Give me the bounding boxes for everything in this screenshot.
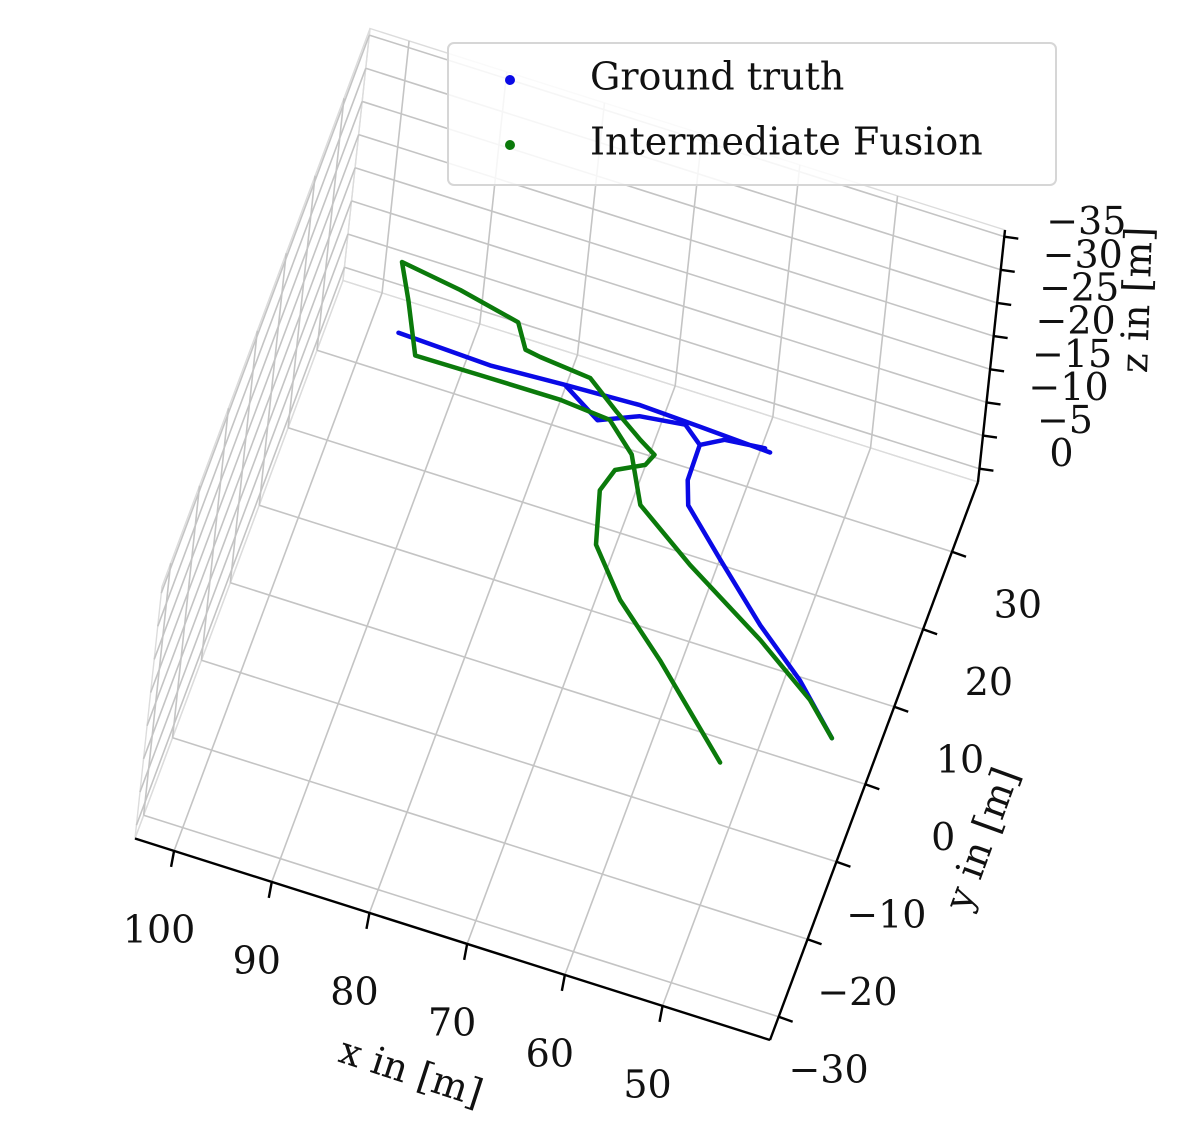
z-tick-label: 0 (1049, 431, 1073, 475)
tick-mark (979, 467, 994, 472)
grid-line (135, 266, 346, 826)
grid-line (316, 349, 953, 553)
tick-mark (993, 334, 1008, 340)
legend-label: Intermediate Fusion (590, 120, 983, 164)
grid-line (153, 101, 363, 660)
tick-mark (951, 550, 967, 558)
trajectory (399, 259, 835, 765)
grid-line (139, 233, 349, 793)
legend-box (447, 42, 1057, 186)
tick-mark (658, 1005, 664, 1023)
tick-mark (365, 912, 371, 930)
grid-line (172, 736, 808, 941)
grid-line (146, 167, 356, 727)
tick-mark (893, 705, 909, 713)
grid-line (230, 581, 866, 786)
tick-mark (986, 401, 1001, 406)
grid-line (271, 323, 481, 883)
tick-mark (778, 1015, 794, 1023)
grid-line (287, 426, 924, 631)
x-tick-label: 80 (330, 969, 378, 1013)
x-tick-label: 50 (623, 1062, 671, 1106)
axis-line (976, 229, 1007, 483)
legend: Ground truth Intermediate Fusion (447, 42, 1057, 186)
x-tick-label: 90 (233, 938, 281, 982)
z-tick-label: −15 (1032, 332, 1112, 376)
tick-mark (560, 974, 567, 992)
y-tick-label: 30 (994, 582, 1042, 626)
grid-line (142, 200, 353, 760)
grid-line (869, 195, 899, 448)
pane (134, 28, 371, 839)
grid-line (156, 68, 367, 627)
x-tick-label: 60 (526, 1031, 574, 1075)
tick-mark (1000, 268, 1015, 273)
grid-line (661, 447, 872, 1007)
trajectory (396, 330, 835, 741)
grid-line (772, 164, 801, 417)
y-tick-label: −20 (817, 970, 897, 1014)
tick-mark (169, 850, 176, 868)
x-tick-label: 100 (123, 907, 196, 951)
tick-mark (267, 881, 273, 899)
grid (135, 34, 1005, 1018)
legend-label: Ground truth (590, 55, 844, 99)
y-tick-label: 0 (931, 815, 955, 859)
y-tick-label: −30 (788, 1047, 868, 1091)
grid-line (354, 167, 991, 371)
z-tick-label: −5 (1037, 398, 1093, 442)
grid-line (466, 385, 676, 945)
grid-line (381, 40, 410, 293)
z-tick-label: −25 (1039, 265, 1119, 309)
grid-line (344, 266, 980, 470)
x-tick-label: 70 (428, 1000, 476, 1044)
y-tick-label: −10 (846, 892, 926, 936)
legend-marker (505, 75, 515, 85)
legend-marker (505, 140, 515, 150)
grid-line (143, 814, 779, 1018)
grid-line (351, 200, 987, 404)
tick-mark (1004, 235, 1019, 240)
grid-line (368, 354, 579, 914)
tick-mark (922, 628, 938, 636)
grid-line (149, 134, 360, 693)
grid-line (564, 416, 774, 976)
z-tick-label: −10 (1028, 365, 1108, 409)
grid-line (347, 233, 984, 437)
z-axis-label: z in [m] (1112, 226, 1161, 374)
tick-mark (462, 943, 469, 961)
grid-line (201, 659, 837, 863)
grid-line (160, 34, 371, 594)
data-lines (396, 259, 835, 765)
grid-line (173, 292, 383, 852)
axis-line (768, 481, 980, 1041)
tick-mark (989, 368, 1005, 373)
tick-mark (807, 938, 822, 946)
z-tick-label: −30 (1043, 232, 1123, 276)
z-tick-label: −20 (1036, 299, 1116, 343)
tick-mark (982, 434, 998, 439)
z-tick-label: −35 (1046, 199, 1126, 243)
tick-mark (836, 860, 851, 868)
y-tick-label: 20 (965, 660, 1013, 704)
tick-mark (997, 301, 1012, 307)
y-tick-label: 10 (936, 737, 984, 781)
tick-mark (864, 783, 880, 791)
axis-line (134, 837, 771, 1042)
